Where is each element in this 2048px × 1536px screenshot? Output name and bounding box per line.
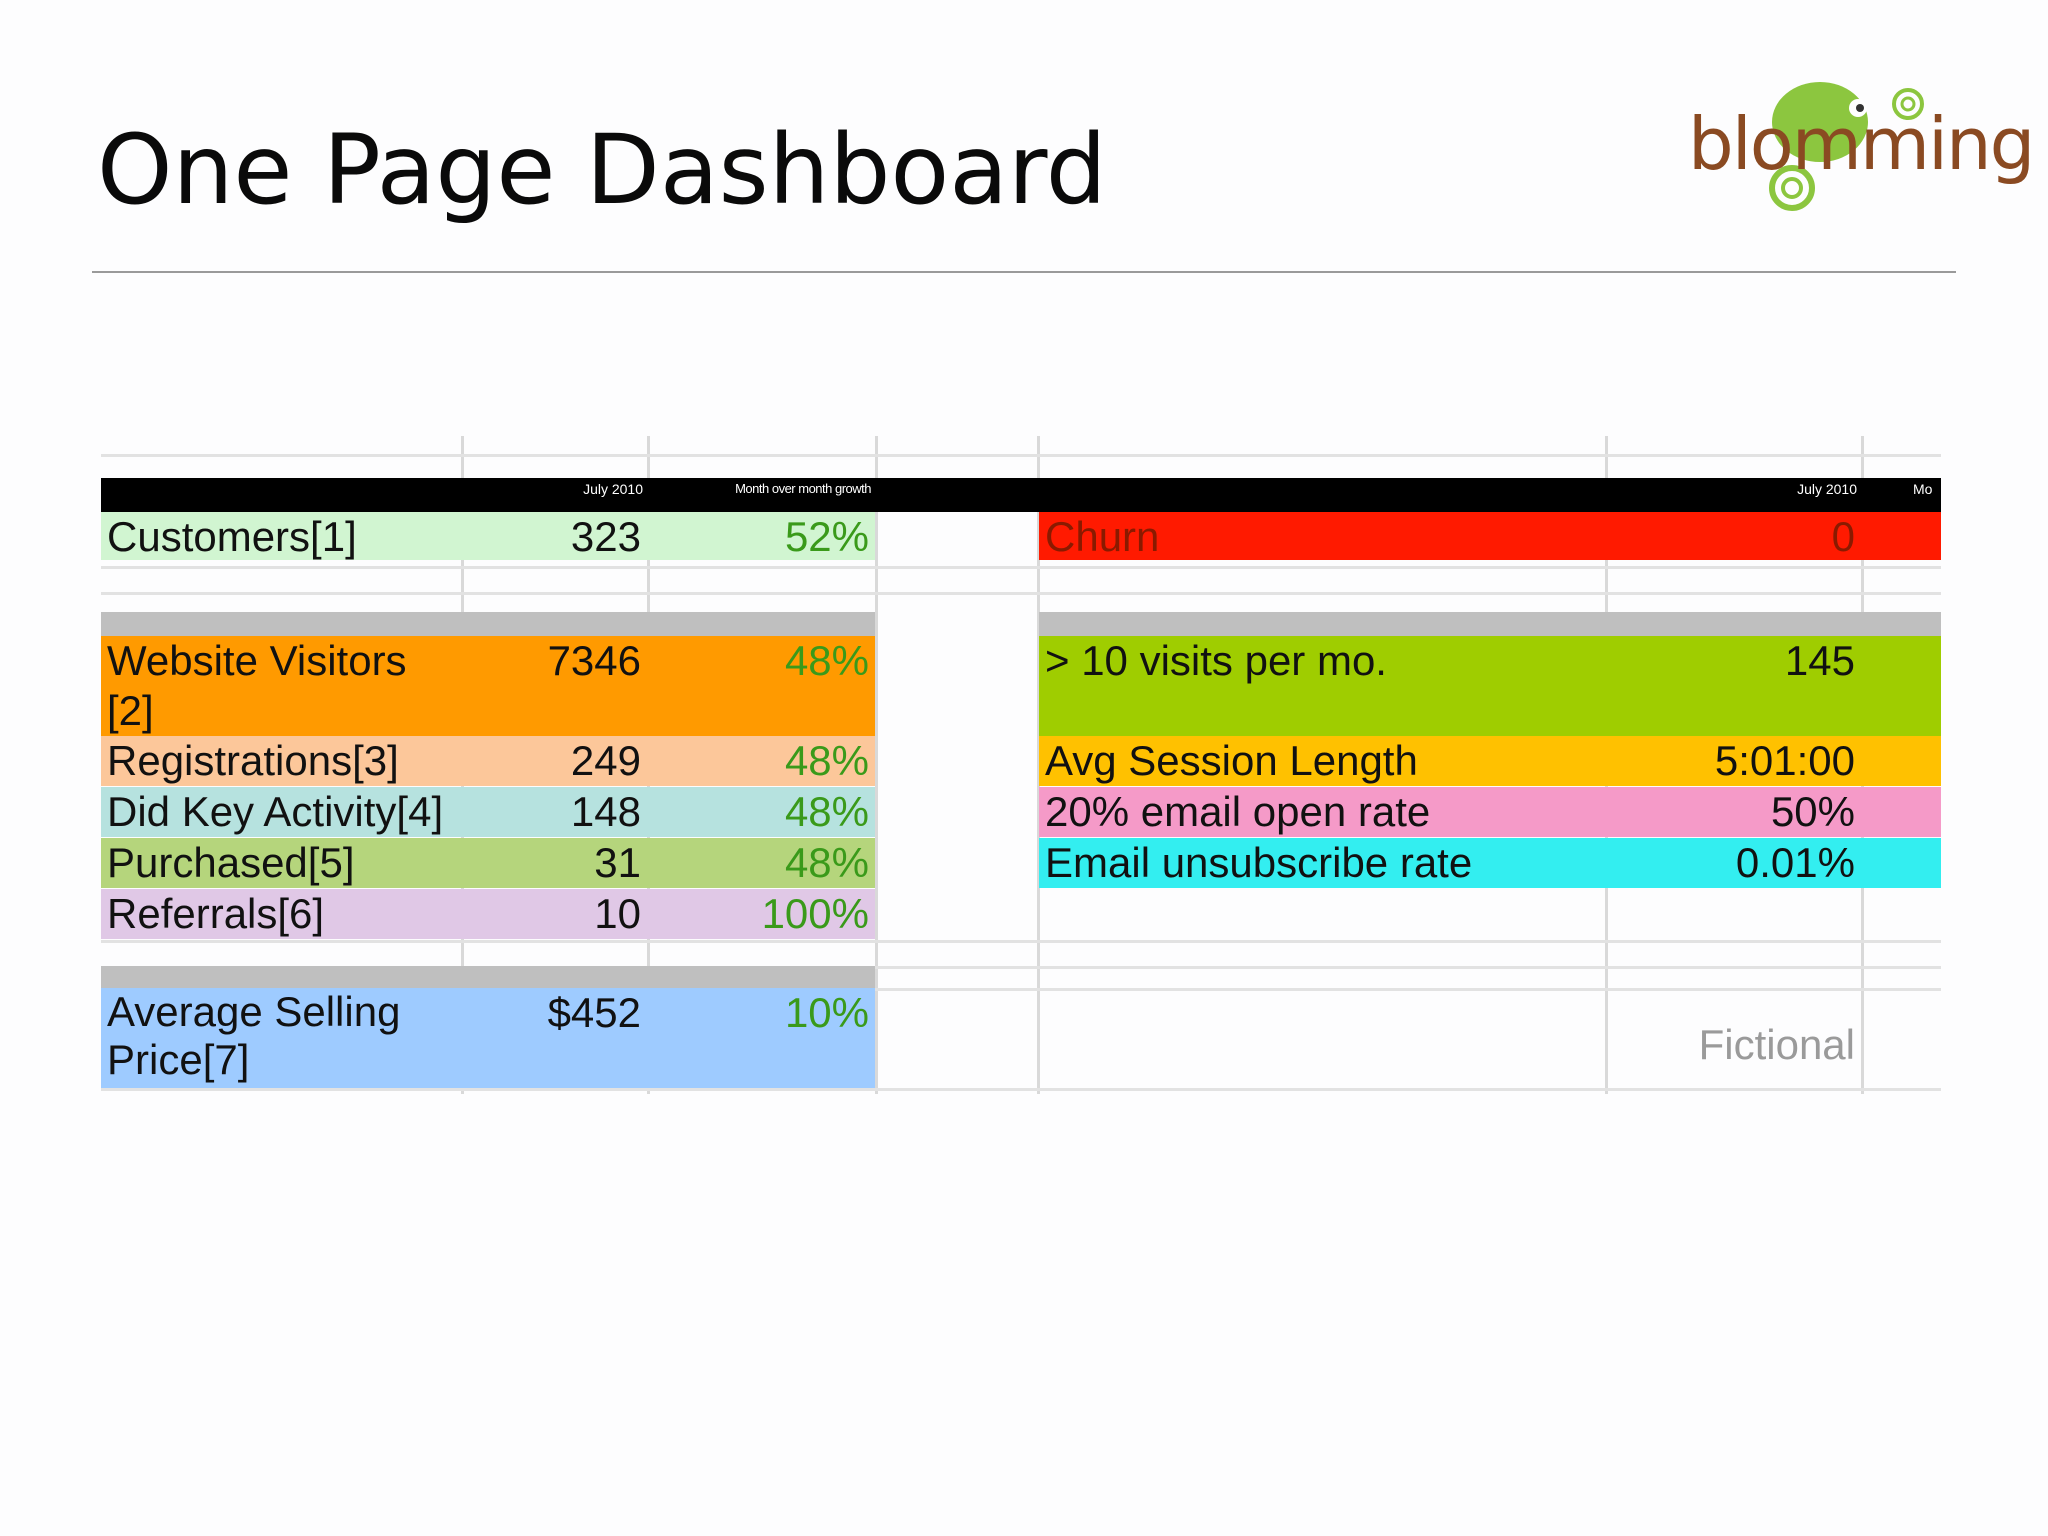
grid-line [101, 940, 1941, 943]
row-value-visitors: 7346 [547, 637, 641, 684]
row-label-churn: Churn [1045, 513, 1160, 560]
row-label-visits: > 10 visits per mo. [1045, 637, 1387, 684]
grid-line [101, 592, 1941, 595]
row-value-key-activity: 148 [570, 788, 641, 835]
separator-band [1039, 612, 1941, 636]
row-bg-key-activity [101, 787, 875, 837]
row-growth-visitors: 48% [784, 637, 869, 684]
row-bg-session [1039, 736, 1941, 786]
row-growth-registrations: 48% [784, 737, 869, 784]
grid-line [1037, 436, 1040, 1094]
chameleon-icon [1769, 82, 1924, 211]
grid-line [875, 436, 878, 1094]
grid-line [101, 988, 1941, 991]
row-bg-visitors [101, 636, 875, 736]
header-bar [101, 478, 1941, 512]
row-bg-customers [101, 512, 875, 560]
right-header-extra: Mo [1913, 481, 1933, 497]
row-value-referrals: 10 [594, 890, 641, 937]
row-bg-referrals [101, 889, 875, 939]
row-value-visits: 145 [1784, 637, 1855, 684]
logo-wordmark: blomming [1688, 102, 2035, 186]
grid-line [101, 966, 1941, 969]
row-bg-registrations [101, 736, 875, 786]
row-bg-purchased [101, 838, 875, 888]
row-growth-key-activity: 48% [784, 788, 869, 835]
row-bg-asp [101, 988, 875, 1088]
row-value-email-open: 50% [1770, 788, 1855, 835]
row-label-visitors: Website Visitors [2] [107, 637, 407, 734]
row-bg-email-open [1039, 787, 1941, 837]
row-value-churn: 0 [1831, 513, 1855, 560]
row-value-session: 5:01:00 [1714, 737, 1855, 784]
right-header-month: July 2010 [1797, 481, 1857, 497]
row-label-unsubscribe: Email unsubscribe rate [1045, 839, 1473, 886]
row-label-key-activity: Did Key Activity[4] [107, 788, 444, 835]
row-bg-churn [1039, 512, 1941, 560]
grid-line [101, 566, 1941, 569]
row-label-email-open: 20% email open rate [1045, 788, 1431, 835]
row-value-asp: $452 [547, 989, 641, 1036]
grid-line [101, 454, 1941, 457]
row-label-session: Avg Session Length [1045, 737, 1418, 784]
row-growth-referrals: 100% [761, 890, 869, 937]
slide-title: One Page Dashboard [97, 114, 1107, 226]
row-label-registrations: Registrations[3] [107, 737, 399, 784]
title-divider [92, 271, 1956, 273]
row-value-registrations: 249 [570, 737, 641, 784]
brand-logo: blomming [1680, 60, 2035, 220]
grid-line [101, 1088, 1941, 1091]
row-label-purchased: Purchased[5] [107, 839, 355, 886]
row-label-asp: Average Selling Price[7] [107, 988, 401, 1083]
row-bg-unsubscribe [1039, 838, 1941, 888]
left-header-growth: Month over month growth [735, 481, 871, 496]
row-value-customers: 323 [570, 513, 641, 560]
row-value-purchased: 31 [594, 839, 641, 886]
row-value-unsubscribe: 0.01% [1735, 839, 1855, 886]
dashboard-spreadsheet: July 2010 Month over month growth July 2… [101, 436, 1941, 1094]
separator-band [101, 612, 875, 636]
row-label-customers: Customers[1] [107, 513, 357, 560]
row-growth-asp: 10% [784, 989, 869, 1036]
fictional-note: Fictional [1698, 1021, 1855, 1068]
left-header-month: July 2010 [583, 481, 643, 497]
row-label-referrals: Referrals[6] [107, 890, 325, 937]
separator-band [101, 966, 875, 988]
row-growth-purchased: 48% [784, 839, 869, 886]
row-growth-customers: 52% [784, 513, 869, 560]
row-bg-visits [1039, 636, 1941, 736]
